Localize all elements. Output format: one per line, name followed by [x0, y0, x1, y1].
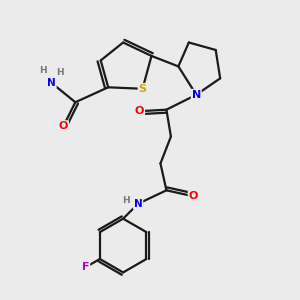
Text: H: H — [122, 196, 129, 205]
Text: N: N — [47, 78, 56, 88]
Text: H: H — [39, 66, 47, 75]
Text: F: F — [82, 262, 89, 272]
Text: O: O — [189, 191, 198, 201]
Text: H: H — [56, 68, 64, 77]
Text: O: O — [59, 121, 68, 131]
Text: N: N — [192, 90, 201, 100]
Text: O: O — [135, 106, 144, 116]
Text: N: N — [134, 199, 142, 209]
Text: S: S — [139, 84, 146, 94]
